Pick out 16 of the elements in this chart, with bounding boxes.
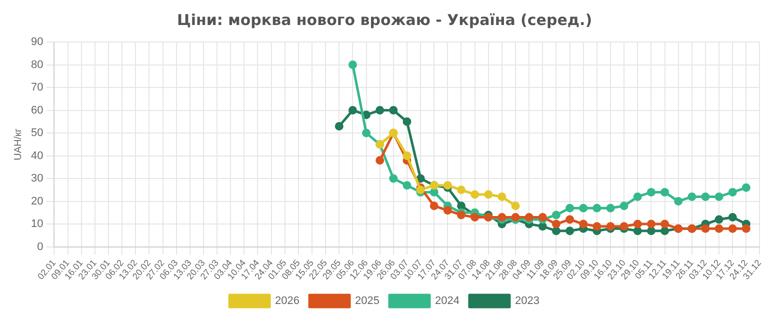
y-tick-label: 70 bbox=[30, 82, 44, 94]
y-tick-label: 50 bbox=[30, 127, 44, 140]
y-tick-label: 20 bbox=[30, 195, 44, 208]
chart-title: Ціни: морква нового врожаю - Україна (серед.) bbox=[176, 10, 592, 29]
y-tick-label: 90 bbox=[30, 36, 44, 48]
legend-label: 2023 bbox=[514, 295, 540, 308]
y-tick-label: 10 bbox=[30, 218, 44, 230]
y-tick-label: 40 bbox=[30, 150, 44, 162]
y-tick-label: 0 bbox=[37, 240, 44, 253]
legend-label: 2025 bbox=[355, 295, 380, 308]
y-tick-label: 30 bbox=[30, 172, 44, 185]
legend-label: 2024 bbox=[435, 295, 460, 308]
y-tick-label: 60 bbox=[30, 104, 44, 116]
legend-label: 2026 bbox=[275, 295, 300, 308]
y-tick-label: 80 bbox=[30, 58, 44, 71]
y-axis-title: UAH/кг bbox=[12, 128, 24, 160]
